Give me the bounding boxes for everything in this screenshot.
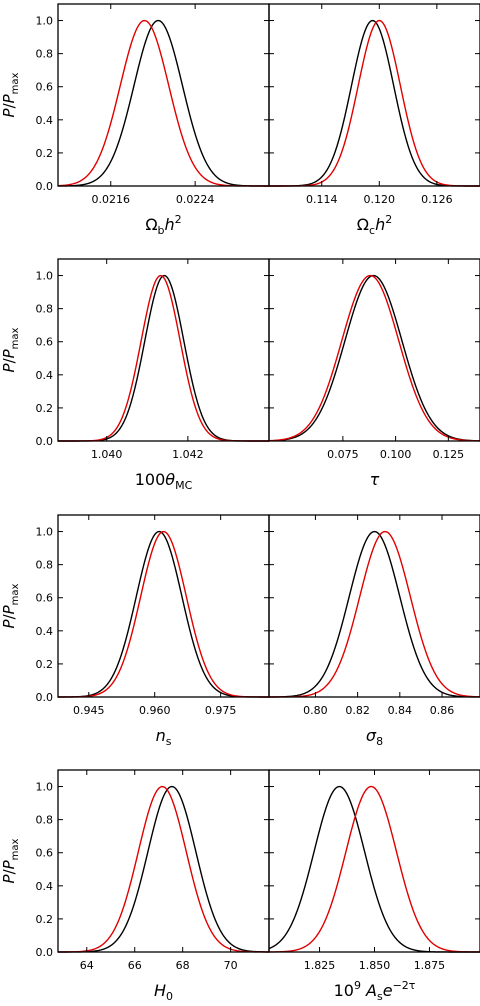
panel-n_s: 0.945 0.960 0.975 0.0 0.2 0.4 0.6 0.8 1.0 ns P/Pma… (0, 514, 270, 748)
y-tick-label: 0.4 (36, 114, 54, 127)
panel-tau: 0.075 0.100 0.125 τ (268, 258, 480, 489)
y-tick-label: 0.8 (36, 814, 54, 827)
series-line-black (58, 785, 269, 953)
y-tick-label: 0.0 (36, 691, 54, 704)
series-line-black (268, 274, 480, 442)
x-axis-label: H0 (154, 981, 173, 1003)
panel-As_e2tau: 1.825 1.850 1.875 109 Ase−2τ (268, 769, 480, 1003)
series-line-red (269, 785, 480, 953)
x-axis-label: σ8 (366, 726, 383, 748)
axes-frame (57, 258, 270, 442)
x-tick-label: 0.82 (345, 704, 370, 717)
x-tick-label: 0.100 (380, 448, 412, 461)
x-tick-label: 1.825 (304, 959, 336, 972)
y-tick-label: 0.2 (36, 402, 54, 415)
panel-theta_mc: 1.040 1.042 0.0 0.2 0.4 0.6 0.8 1.0 100θMC P/Pmax (0, 258, 270, 492)
series-line-black (268, 785, 480, 953)
y-tick-label: 1.0 (36, 270, 54, 283)
x-tick-label: 0.126 (421, 193, 453, 206)
x-tick-label: 0.86 (430, 704, 455, 717)
y-tick-label: 1.0 (36, 526, 54, 539)
x-tick-label: 0.80 (303, 704, 328, 717)
panel-omega_b_h2: 0.0216 0.0224 0.0 0.2 0.4 0.6 0.8 1.0 Ωbh2 P/Pmax (0, 3, 270, 237)
x-axis-label: τ (370, 470, 380, 489)
series-line-red (57, 785, 269, 953)
axes-frame (268, 258, 480, 442)
x-tick-label: 1.850 (359, 959, 391, 972)
y-axis-label: P/Pmax (0, 838, 21, 883)
y-tick-label: 0.0 (36, 435, 54, 448)
series-line-black (57, 19, 270, 187)
y-tick-label: 0.2 (36, 658, 54, 671)
axes-frame (57, 3, 270, 187)
y-axis-label: P/Pmax (0, 327, 21, 372)
panel-sigma_8: 0.80 0.82 0.84 0.86 σ8 (268, 514, 480, 748)
x-tick-label: 0.075 (327, 448, 359, 461)
y-tick-label: 0.4 (36, 880, 54, 893)
x-axis-label: Ωbh2 (145, 213, 181, 237)
x-tick-label: 0.960 (139, 704, 171, 717)
y-tick-label: 1.0 (36, 781, 54, 794)
x-tick-label: 0.0224 (176, 193, 215, 206)
x-tick-label: 0.120 (364, 193, 396, 206)
x-tick-label: 0.114 (306, 193, 338, 206)
x-tick-label: 0.0216 (92, 193, 131, 206)
x-tick-label: 68 (176, 959, 190, 972)
y-tick-label: 0.6 (36, 847, 54, 860)
series-line-black (58, 530, 269, 698)
axes-frame (268, 514, 480, 698)
x-axis-label: 109 Ase−2τ (334, 979, 416, 1003)
x-tick-label: 0.125 (433, 448, 465, 461)
x-tick-label: 1.875 (414, 959, 446, 972)
x-tick-label: 0.945 (73, 704, 105, 717)
x-tick-label: 66 (128, 959, 142, 972)
y-tick-label: 0.6 (36, 81, 54, 94)
series-line-red (269, 19, 480, 187)
series-line-red (58, 530, 269, 698)
y-tick-label: 1.0 (36, 15, 54, 28)
x-tick-label: 0.975 (205, 704, 237, 717)
x-tick-label: 1.040 (91, 448, 123, 461)
x-axis-label: Ωch2 (357, 213, 392, 237)
y-tick-label: 0.0 (36, 946, 54, 959)
axes-frame (268, 3, 480, 187)
series-line-red (268, 274, 480, 442)
y-axis-label: P/Pmax (0, 72, 21, 117)
y-tick-label: 0.0 (36, 180, 54, 193)
series-line-black (58, 274, 269, 442)
series-line-red (268, 530, 480, 698)
y-tick-label: 0.4 (36, 625, 54, 638)
x-tick-label: 1.042 (172, 448, 204, 461)
y-tick-label: 0.8 (36, 303, 54, 316)
y-tick-label: 0.8 (36, 48, 54, 61)
x-axis-label: 100θMC (135, 470, 193, 492)
y-tick-label: 0.6 (36, 336, 54, 349)
y-tick-label: 0.8 (36, 559, 54, 572)
y-tick-label: 0.2 (36, 913, 54, 926)
series-line-red (57, 19, 269, 187)
series-line-black (269, 19, 480, 187)
axes-frame (57, 514, 270, 698)
y-tick-label: 0.6 (36, 592, 54, 605)
x-tick-label: 70 (224, 959, 238, 972)
panel-H_0: 64 66 68 70 0.0 0.2 0.4 0.6 0.8 1.0 H0 P/Pmax (0, 769, 270, 1003)
x-axis-label: ns (156, 726, 172, 748)
y-tick-label: 0.2 (36, 147, 54, 160)
y-axis-label: P/Pmax (0, 583, 21, 628)
series-line-red (58, 274, 269, 442)
x-tick-label: 0.84 (388, 704, 413, 717)
panel-omega_c_h2: 0.114 0.120 0.126 Ωch2 (268, 3, 480, 237)
x-tick-label: 64 (80, 959, 94, 972)
series-line-black (269, 530, 480, 698)
y-tick-label: 0.4 (36, 369, 54, 382)
axes-frame (268, 769, 480, 953)
